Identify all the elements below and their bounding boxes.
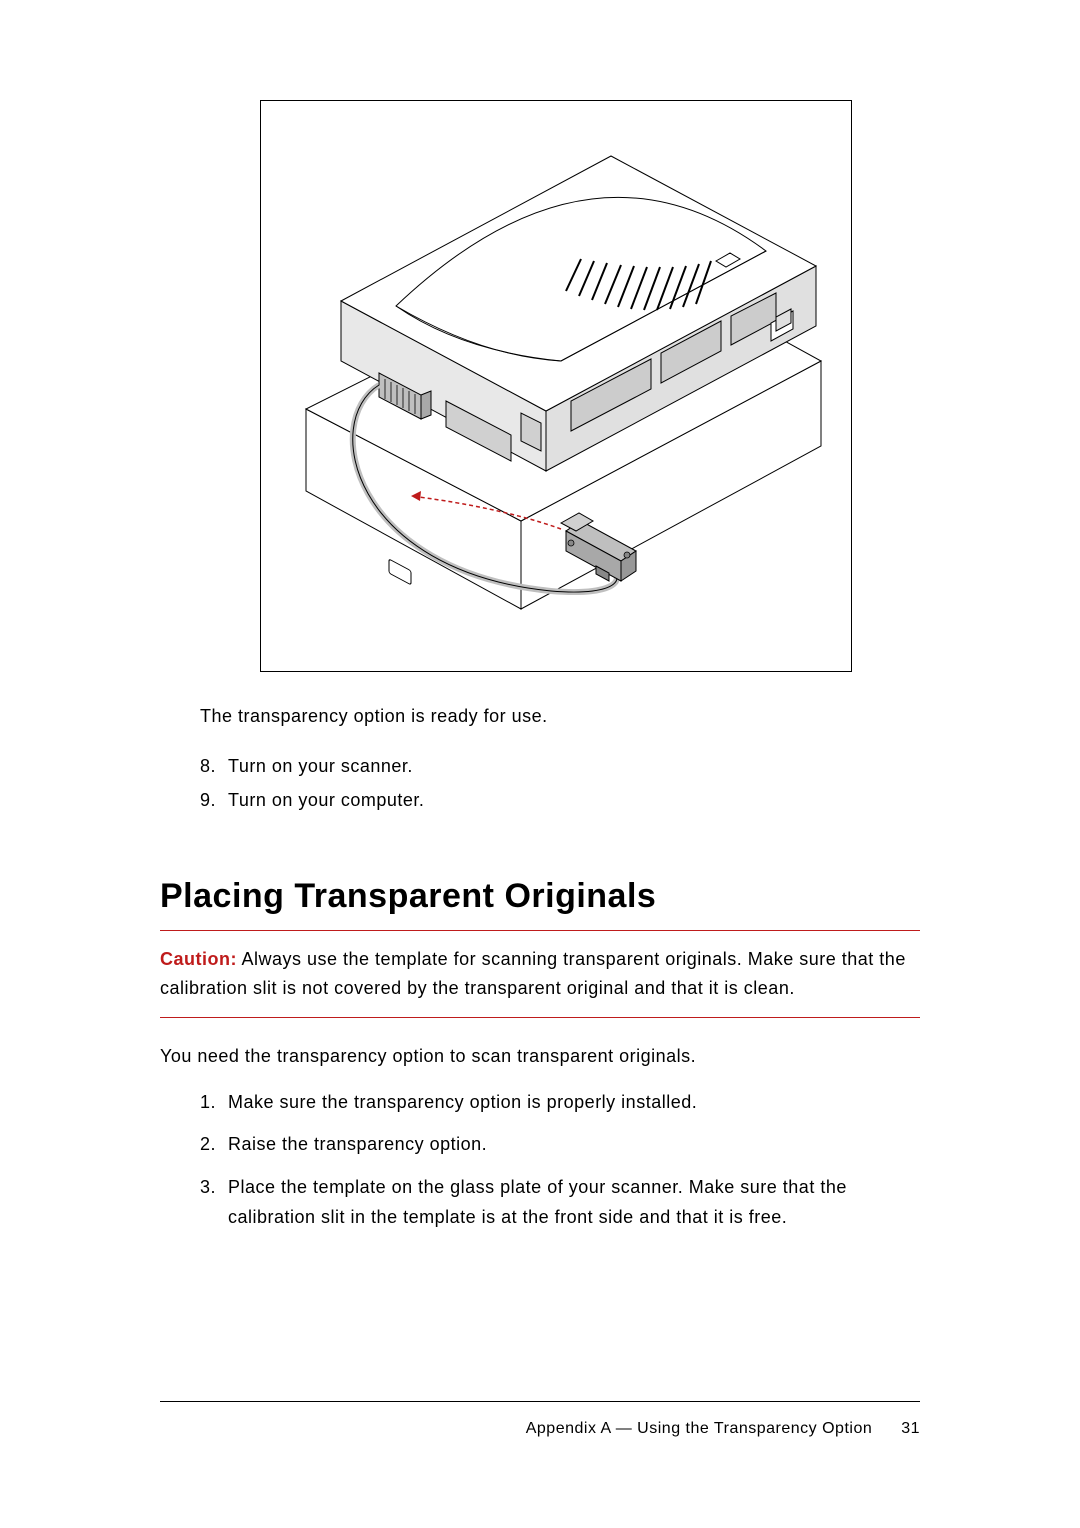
step-text: Turn on your scanner. — [228, 756, 413, 776]
caution-box: Caution: Always use the template for sca… — [160, 930, 920, 1018]
step-text: Make sure the transparency option is pro… — [228, 1087, 908, 1118]
steps-continued-list: 8.Turn on your scanner. 9.Turn on your c… — [160, 749, 920, 817]
caution-label: Caution: — [160, 949, 237, 969]
step-text: Raise the transparency option. — [228, 1129, 908, 1160]
step-text: Turn on your computer. — [228, 790, 424, 810]
page-footer: Appendix A — Using the Transparency Opti… — [160, 1401, 920, 1438]
step-number: 2. — [200, 1129, 228, 1160]
footer-rule — [160, 1401, 920, 1402]
lower-port-icon — [389, 559, 411, 585]
page-number: 31 — [901, 1420, 920, 1437]
list-item: 1.Make sure the transparency option is p… — [200, 1087, 920, 1118]
list-item: 2.Raise the transparency option. — [200, 1129, 920, 1160]
caution-text: Always use the template for scanning tra… — [160, 949, 906, 998]
scanner-connector-figure — [260, 100, 852, 672]
step-number: 9. — [200, 783, 228, 817]
list-item: 9.Turn on your computer. — [200, 783, 920, 817]
step-number: 3. — [200, 1172, 228, 1203]
figure-caption: The transparency option is ready for use… — [200, 702, 920, 731]
footer-chapter: Appendix A — Using the Transparency Opti… — [526, 1420, 873, 1437]
step-text: Place the template on the glass plate of… — [228, 1172, 908, 1233]
procedure-list: 1.Make sure the transparency option is p… — [160, 1087, 920, 1233]
intro-paragraph: You need the transparency option to scan… — [160, 1042, 920, 1071]
document-page: The transparency option is ready for use… — [0, 0, 1080, 1528]
step-number: 8. — [200, 749, 228, 783]
step-number: 1. — [200, 1087, 228, 1118]
list-item: 8.Turn on your scanner. — [200, 749, 920, 783]
scanner-illustration — [261, 101, 851, 671]
section-heading: Placing Transparent Originals — [160, 877, 920, 916]
list-item: 3.Place the template on the glass plate … — [200, 1172, 920, 1233]
